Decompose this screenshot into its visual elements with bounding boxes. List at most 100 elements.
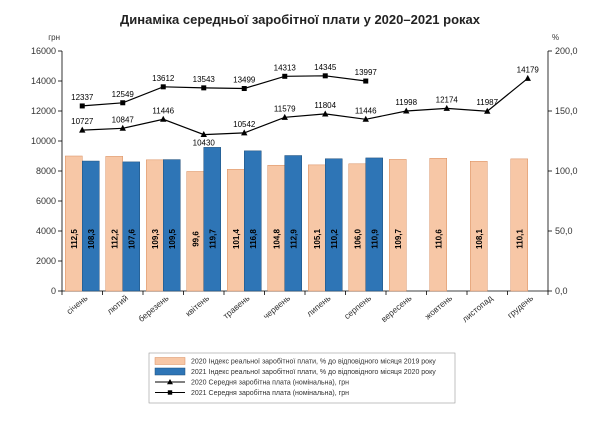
bar-2020 [510,158,528,292]
legend-swatch-bar [154,367,186,376]
line-point-2021 [282,73,288,79]
line-point-2020 [119,124,126,131]
bar-2020 [429,158,447,292]
y-right-tick-label: 150,0 [555,106,578,116]
line-point-2021 [241,86,247,92]
legend-marker-square [167,390,173,395]
line-data-label: 10847 [112,115,135,124]
line-point-2020 [362,115,369,122]
line-data-label: 11804 [314,101,336,110]
bar-data-label: 112,2 [110,229,119,249]
y-right-tick-label: 0,0 [555,286,568,296]
x-category-label: листопад [460,293,495,324]
y-right-axis-label: % [552,33,559,42]
legend-marker-triangle [167,379,173,385]
line-data-label: 14313 [274,63,297,72]
x-category-label: жовтень [423,293,455,322]
x-category-label: січень [64,293,90,317]
bar-2020 [308,164,326,292]
y-right-tick-label: 50,0 [555,226,573,236]
line-point-2020 [281,113,288,120]
bar-data-label: 107,6 [127,228,136,249]
bar-data-label: 119,7 [208,229,217,249]
bar-data-label: 108,3 [87,228,96,249]
x-category-label: квітень [183,293,211,319]
x-category-label: вересень [379,293,414,325]
line-point-2020 [322,110,329,117]
bar-2020 [105,156,123,292]
bar-2021 [365,157,383,292]
bar-data-label: 112,5 [70,229,79,249]
y-left-tick-label: 10000 [31,136,56,146]
line-point-2020 [160,115,167,122]
line-data-label: 12174 [436,95,459,104]
bar-2020 [348,163,366,292]
y-right-tick-label: 200,0 [555,46,578,56]
x-category-label: лютий [105,293,130,317]
line-data-label: 13997 [355,68,378,77]
x-category-label: червень [261,293,292,322]
bar-2020 [65,155,83,292]
y-left-tick-label: 14000 [31,76,56,86]
bar-data-label: 101,4 [232,228,241,249]
bar-data-label: 110,6 [434,229,443,249]
y-left-axis-label: грн [48,33,60,42]
line-point-2020 [241,129,248,136]
bar-2020 [389,159,407,292]
line-point-2021 [120,100,126,106]
y-right-tick-label: 100,0 [555,166,578,176]
x-category-label: березень [136,293,171,324]
bar-2020 [146,159,164,292]
bar-data-label: 109,5 [168,228,177,249]
x-category-label: грудень [505,293,535,321]
bar-data-label: 106,0 [353,228,362,249]
bar-data-label: 109,7 [394,228,403,249]
line-data-label: 10430 [193,139,216,148]
legend-box [148,352,456,404]
line-data-label: 13499 [233,76,256,85]
line-point-2021 [363,78,369,84]
y-left-tick-label: 0 [51,286,56,296]
line-data-label: 11446 [355,106,377,115]
y-left-tick-label: 16000 [31,46,56,56]
bar-2020 [470,161,488,292]
line-data-label: 10727 [71,117,94,126]
legend-entry: 2020 Середня заробітна плата (номінальна… [191,379,349,387]
bar-data-label: 110,1 [515,229,524,249]
legend-entry: 2020 Індекс реальної заробітної плати, %… [191,358,436,366]
bar-2020 [267,164,285,292]
bar-data-label: 110,9 [370,229,379,249]
line-data-label: 14179 [517,65,540,74]
bar-data-label: 110,2 [330,229,339,249]
chart-title: Динаміка середньої заробітної плати у 20… [119,12,480,27]
bar-2021 [325,158,343,292]
line-point-2020 [79,126,86,133]
line-point-2021 [160,84,166,90]
line-2020 [82,77,529,136]
y-left-tick-label: 12000 [31,106,56,116]
line-point-2021 [322,73,328,79]
bar-data-label: 108,1 [475,228,484,249]
bar-data-label: 112,9 [289,229,298,249]
line-data-label: 13612 [152,74,175,83]
line-point-2021 [201,85,207,91]
line-point-2020 [484,107,491,114]
line-data-label: 11998 [395,98,417,107]
x-category-label: серпень [342,293,373,322]
y-left-tick-label: 4000 [36,226,56,236]
bar-2021 [203,147,221,292]
bar-data-label: 105,1 [313,228,322,249]
line-data-label: 11987 [476,98,498,107]
legend-swatch-bar [154,357,186,365]
line-point-2020 [524,74,531,81]
bar-data-label: 116,8 [249,229,258,249]
line-point-2020 [200,131,207,138]
line-data-label: 13543 [193,75,216,84]
x-category-label: липень [305,293,333,319]
bar-data-label: 109,3 [151,228,160,249]
bar-2021 [82,160,100,292]
line-data-label: 11446 [152,106,174,115]
x-category-label: травень [221,293,252,321]
line-data-label: 12549 [112,90,135,99]
